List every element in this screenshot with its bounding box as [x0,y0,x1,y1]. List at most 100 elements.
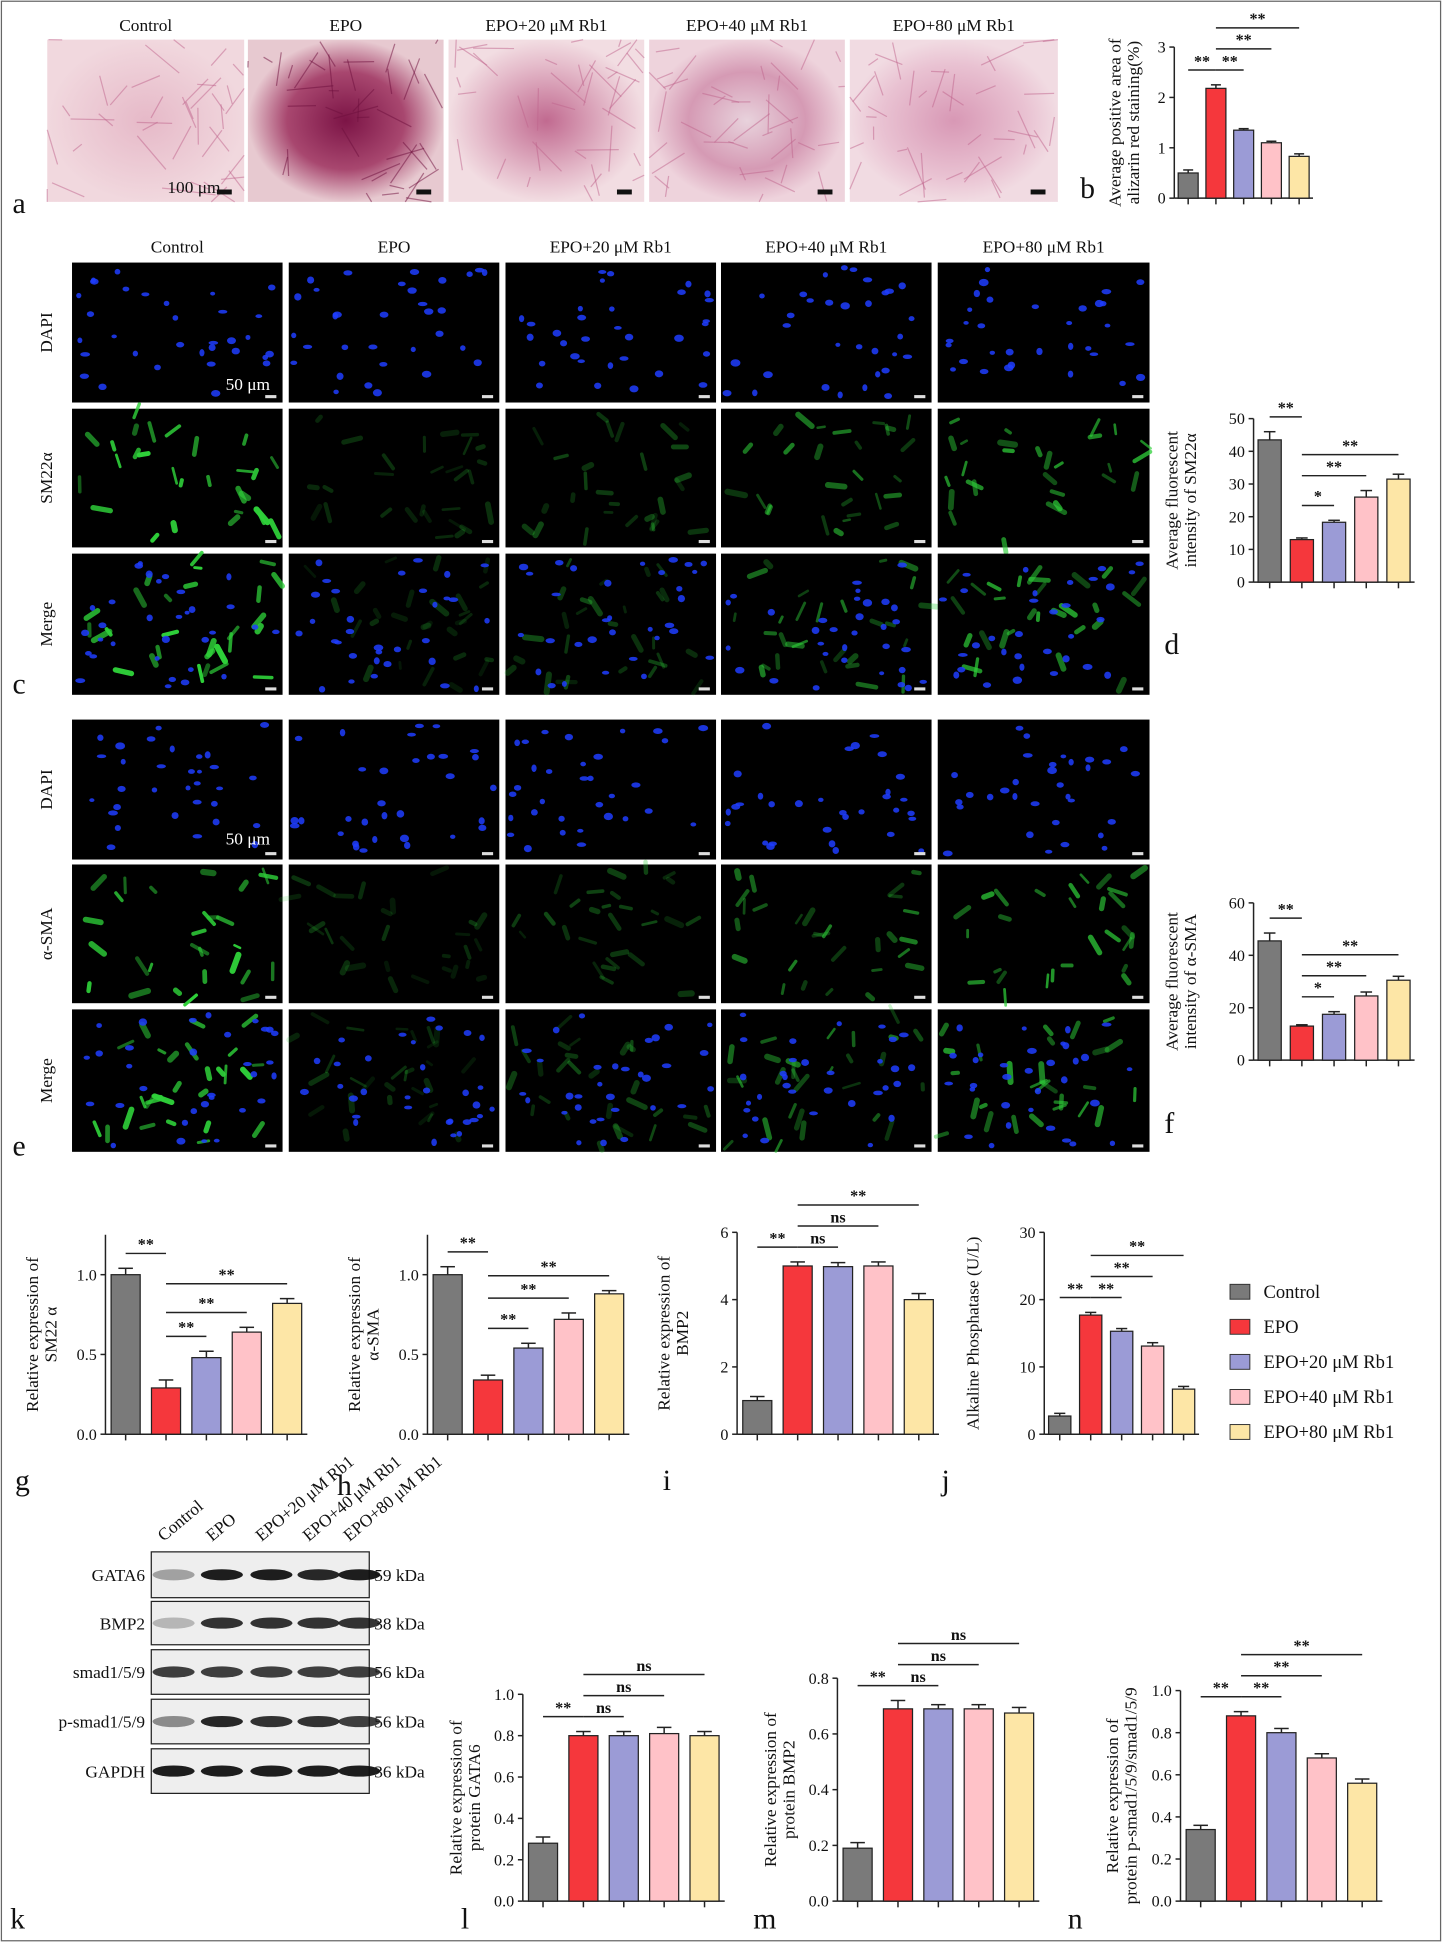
column-label: EPO+40 μM Rb1 [765,238,887,257]
fiber [545,58,558,66]
fiber [739,166,747,181]
scale-bar [698,852,710,856]
fiber [341,127,360,158]
fiber [949,73,956,112]
nucleus [677,594,686,603]
nucleus [809,1111,818,1116]
scale-bar [698,1144,710,1148]
micrograph [288,408,500,548]
filament [1068,897,1077,908]
fiber [282,156,289,176]
nucleus [871,347,879,355]
nucleus [154,364,161,371]
nucleus [438,753,449,759]
fiber [1033,130,1049,153]
nucleus [956,804,964,810]
filament [128,987,152,999]
nucleus [875,371,881,378]
filament [913,1028,924,1042]
filament [965,479,984,491]
nucleus [1089,1099,1100,1107]
nucleus [210,291,216,296]
nucleus [832,846,840,854]
nucleus [145,570,153,578]
nucleus [77,337,83,344]
filament [233,509,244,515]
filament [644,513,655,522]
nucleus [707,1022,713,1028]
micrograph [288,553,500,695]
panel-letter: n [1068,1903,1083,1935]
error-bar [1011,1706,1027,1714]
fiber [172,188,216,196]
filament [630,1080,640,1095]
nucleus [794,800,803,808]
nucleus [884,288,894,294]
nucleus [161,635,170,644]
nucleus [1014,631,1023,638]
fiber [99,75,109,106]
error-bar [790,1261,805,1266]
nucleus [196,754,203,759]
cells [286,1012,495,1147]
filament [833,647,847,663]
micrograph [72,553,283,695]
y-tick-label: 0.0 [399,1427,419,1444]
nucleus [348,679,355,684]
filament [411,1086,424,1096]
filament [291,875,312,887]
nucleus [84,651,92,656]
filament [191,435,200,457]
nucleus [519,1091,527,1096]
fiber [868,58,879,66]
filament [581,462,595,472]
error-bar [1360,489,1373,498]
fiber [651,152,685,175]
nucleus [114,268,121,275]
band [250,1569,293,1581]
filament [588,1068,600,1079]
filament [1087,934,1103,956]
cells [511,859,702,998]
y-axis-label: Relative expression of [447,1720,466,1875]
significance-label: ** [219,1267,235,1284]
nucleus [290,360,298,365]
filament [432,555,442,572]
nucleus [188,606,196,614]
significance-label: ** [178,1320,194,1337]
nucleus [599,278,605,283]
bar [1205,87,1227,199]
filament [763,559,774,570]
y-tick-label: 2 [720,1359,728,1376]
filament [90,874,107,891]
fiber [535,142,541,171]
micrograph [721,1009,932,1152]
nucleus [1001,1101,1011,1109]
filament [381,453,396,471]
nucleus [880,623,887,631]
row-label: α-SMA [37,907,56,960]
filament [840,599,848,613]
filament [732,612,737,622]
filament [1002,448,1015,454]
y-tick-label: 1.0 [494,1687,514,1704]
nucleus [331,588,341,594]
filament [157,1048,167,1055]
nucleus [124,1045,134,1051]
y-tick-label: 50 [1229,411,1245,428]
nucleus [338,1037,345,1043]
fiber [728,140,748,149]
filament [455,932,471,937]
filament [310,1012,330,1025]
nucleus [705,655,715,660]
nucleus [313,287,320,292]
panel-letter: m [753,1903,776,1935]
fiber [993,138,1015,141]
filament [530,1104,536,1117]
nucleus [786,312,795,319]
nucleus [523,844,532,853]
band [152,1715,195,1728]
filament [532,521,544,539]
error-bar [158,1379,174,1388]
